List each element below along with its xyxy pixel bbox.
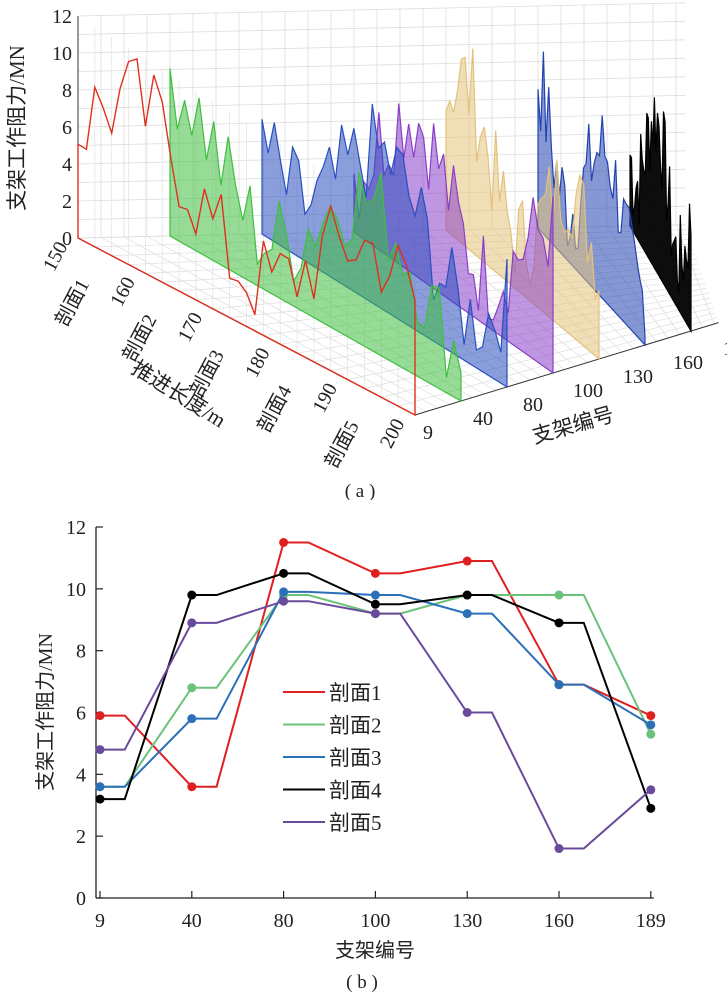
x-tick-label: 9 (423, 422, 433, 444)
support-wall-9 (77, 57, 416, 417)
grid-line (146, 236, 450, 405)
y-tick-label: 10 (66, 579, 86, 601)
data-point (646, 785, 656, 795)
grid-line (675, 224, 715, 325)
data-point (279, 568, 289, 578)
data-point (187, 618, 197, 628)
data-point (462, 609, 472, 619)
data-point (462, 590, 472, 600)
x-tick-label: 100 (360, 910, 390, 932)
caption-b: ( b ) (346, 972, 378, 993)
x-tick-label: 160 (673, 352, 703, 374)
section-label: 剖面4 (253, 381, 297, 436)
y-tick-label: 4 (76, 764, 86, 786)
x-tick-label: 40 (473, 408, 493, 430)
data-point (370, 609, 380, 619)
x-tick-label: 130 (452, 910, 482, 932)
data-point (187, 683, 197, 693)
support-wall-130 (445, 48, 600, 361)
x-tick-label: 80 (274, 910, 294, 932)
section-label: 剖面1 (50, 275, 94, 330)
z-tick-label: 10 (52, 43, 72, 65)
data-point (554, 680, 564, 690)
data-point (187, 590, 197, 600)
y-tick-label: 160 (106, 273, 140, 310)
data-point (95, 711, 105, 721)
legend-label: 剖面4 (329, 779, 382, 803)
grid-line (123, 236, 439, 409)
x-tick-label: 160 (544, 910, 574, 932)
y-axis-label: 支架工作阻力/MN (34, 633, 57, 791)
data-point (370, 568, 380, 578)
support-walls (77, 48, 692, 417)
grid-line (77, 113, 686, 128)
data-point (370, 599, 380, 609)
y-tick-label: 12 (66, 517, 86, 539)
z-tick-label: 8 (62, 80, 72, 102)
grid-line (77, 57, 686, 72)
z-tick-label: 12 (52, 6, 72, 28)
series-lines (95, 537, 656, 854)
data-point (646, 711, 656, 721)
grid-line (100, 237, 427, 412)
z-tick-label: 2 (62, 191, 72, 213)
y-tick-label: 0 (76, 888, 86, 910)
z-tick-label: 4 (62, 154, 72, 176)
z-axis-label: 支架工作阻力/MN (5, 45, 29, 211)
caption-a: ( a ) (345, 481, 376, 500)
support-wall-40 (169, 68, 462, 403)
support-wall-160 (537, 51, 646, 347)
grid-line (77, 2, 686, 17)
x-axis-label: 支架编号 (335, 939, 415, 962)
x-tick-label: 189 (636, 910, 666, 932)
data-point (646, 729, 656, 739)
x-axis (414, 322, 719, 416)
data-point (462, 708, 472, 717)
x-tick-label: 80 (523, 394, 543, 416)
z-tick-label: 6 (62, 117, 72, 139)
y-tick-label: 190 (309, 380, 343, 417)
grid-line (77, 20, 686, 35)
x-tick-label: 189 (723, 338, 727, 360)
data-point (279, 537, 289, 547)
support-wall-189 (629, 97, 692, 334)
y-tick-label: 8 (76, 641, 86, 663)
legend-label: 剖面3 (329, 746, 382, 770)
legend-label: 剖面1 (329, 681, 382, 705)
y-tick-label: 170 (174, 309, 208, 346)
data-point (646, 720, 656, 730)
data-point (187, 782, 197, 792)
data-point (95, 794, 105, 804)
y-tick-label: 180 (241, 344, 275, 381)
legend-label: 剖面5 (329, 811, 382, 835)
legend: 剖面1 剖面2 剖面3 剖面4 剖面5 (283, 681, 382, 835)
data-point (462, 556, 472, 566)
data-point (554, 618, 564, 628)
data-point (95, 745, 105, 755)
data-point (187, 714, 197, 724)
axes: 0 2 4 6 8 10 12 9 40 80 100 130 160 189 (66, 517, 666, 932)
data-point (279, 596, 289, 606)
z-tick-label: 0 (62, 228, 72, 250)
y-tick-label: 6 (76, 703, 86, 725)
x-tick-label: 130 (623, 366, 653, 388)
data-point (554, 844, 564, 854)
legend-label: 剖面2 (329, 714, 382, 738)
data-point (370, 590, 380, 600)
grid-line (77, 76, 686, 91)
3d-chart-a: 024681012150160170180190200剖面1剖面2剖面3剖面4剖… (5, 2, 727, 500)
data-point (646, 803, 656, 813)
data-point (95, 782, 105, 792)
x-tick-label: 40 (182, 910, 202, 932)
y-tick-label: 200 (376, 415, 410, 452)
data-point (554, 590, 564, 600)
grid-line (77, 94, 686, 109)
x-tick-label: 100 (573, 380, 603, 402)
data-point (279, 587, 289, 597)
y-tick-label: 2 (76, 826, 86, 848)
grid-line (77, 39, 686, 54)
x-tick-label: 9 (95, 910, 105, 932)
section-label: 剖面5 (320, 417, 364, 472)
